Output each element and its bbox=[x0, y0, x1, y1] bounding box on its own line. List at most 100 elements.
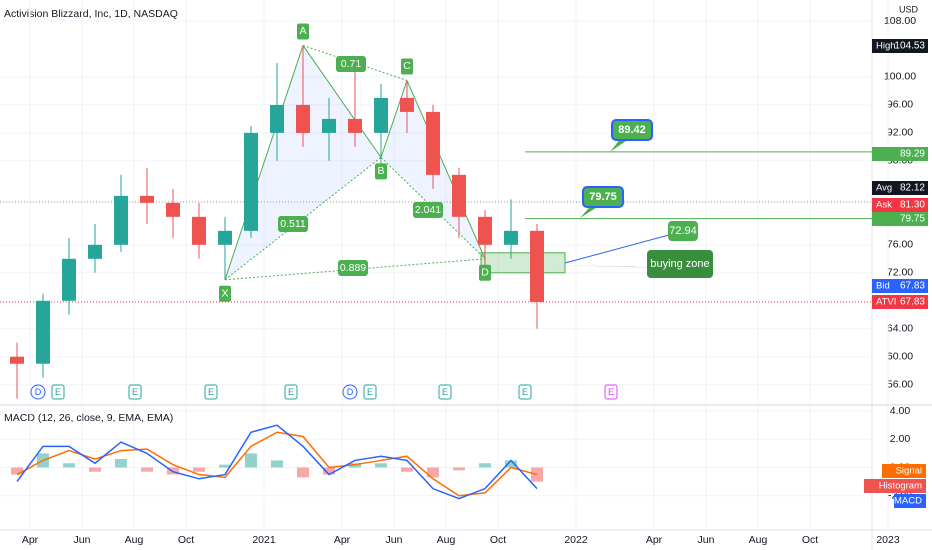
histogram-bar bbox=[375, 463, 387, 468]
candle-body bbox=[244, 132, 258, 231]
price-badge-value: 82.12 bbox=[900, 183, 925, 194]
ratio-badge bbox=[338, 260, 368, 276]
pattern-leg bbox=[380, 80, 408, 158]
event-marker bbox=[204, 384, 218, 400]
histogram-bar bbox=[453, 467, 465, 471]
x-tick-label: Aug bbox=[125, 534, 144, 546]
histogram-bar bbox=[219, 464, 231, 468]
event-marker bbox=[30, 384, 46, 400]
ratio-label: 0.889 bbox=[340, 262, 366, 274]
callout-label: buying zone bbox=[650, 258, 709, 270]
event-label: E bbox=[442, 387, 448, 397]
buying-zone bbox=[480, 252, 566, 274]
price-badge-value: 81.30 bbox=[900, 200, 925, 211]
pattern-leg bbox=[302, 45, 382, 158]
event-label: E bbox=[288, 387, 294, 397]
x-tick-label: 2021 bbox=[252, 534, 276, 546]
candle-body bbox=[348, 118, 362, 133]
histogram-bar bbox=[11, 467, 23, 475]
candle-body bbox=[218, 230, 232, 245]
x-tick-label: Oct bbox=[178, 534, 194, 546]
ratio-label: 0.71 bbox=[341, 58, 362, 70]
histogram-bar bbox=[89, 467, 101, 472]
price-badge bbox=[872, 147, 928, 161]
candle-body bbox=[452, 174, 466, 217]
event-marker bbox=[438, 384, 452, 400]
x-tick-label: Apr bbox=[22, 534, 39, 546]
histogram-bar bbox=[141, 467, 153, 472]
candle-body bbox=[400, 97, 414, 112]
x-tick-label: Jun bbox=[74, 534, 91, 546]
event-marker bbox=[128, 384, 142, 400]
pattern-point-badge bbox=[479, 264, 491, 281]
price-badge-label: ATVI bbox=[876, 297, 896, 308]
candle-body bbox=[478, 216, 492, 245]
histogram-bar bbox=[271, 460, 283, 468]
y-tick-label: 4.00 bbox=[890, 405, 911, 417]
price-badge-label: Ask bbox=[876, 200, 892, 211]
price-badge-value: 104.53 bbox=[894, 41, 925, 52]
x-tick-label: Oct bbox=[802, 534, 818, 546]
macd-legend-label: Histogram bbox=[879, 481, 922, 492]
y-tick-label: 108.00 bbox=[884, 15, 916, 27]
y-tick-label: 72.00 bbox=[887, 267, 913, 279]
callout-box bbox=[582, 186, 624, 208]
macd-legend-badge bbox=[882, 464, 926, 478]
candle-body bbox=[426, 111, 440, 175]
price-badge bbox=[872, 279, 928, 293]
histogram-bar bbox=[505, 460, 517, 468]
callout-label: 79.75 bbox=[589, 191, 617, 203]
candle-body bbox=[166, 202, 180, 217]
candle-body bbox=[374, 97, 388, 133]
pattern-point-badge bbox=[297, 23, 309, 40]
y-tick-label: 2.00 bbox=[890, 433, 911, 445]
event-label: E bbox=[55, 387, 61, 397]
ratio-badge bbox=[278, 216, 308, 232]
y-tick-label: 76.00 bbox=[887, 239, 913, 251]
macd-line bbox=[16, 424, 538, 500]
histogram-bar bbox=[193, 467, 205, 472]
candle-body bbox=[62, 258, 76, 301]
event-label: E bbox=[367, 387, 373, 397]
price-badge bbox=[872, 198, 928, 212]
macd-legend-label: Signal bbox=[896, 466, 922, 477]
histogram-bar bbox=[401, 467, 413, 472]
histogram-bar bbox=[245, 453, 257, 468]
histogram-bar bbox=[323, 467, 335, 475]
candle-body bbox=[36, 300, 50, 364]
price-badge-label: Avg bbox=[876, 183, 892, 194]
event-label: E bbox=[608, 387, 614, 397]
candle-body bbox=[114, 195, 128, 245]
event-marker bbox=[284, 384, 298, 400]
pattern-area bbox=[225, 45, 381, 280]
event-label: E bbox=[522, 387, 528, 397]
price-badge-label: High bbox=[876, 41, 896, 52]
macd-legend-badge bbox=[894, 494, 926, 508]
pattern-point-label: D bbox=[481, 267, 489, 279]
pattern-leg bbox=[406, 80, 486, 260]
callout-box bbox=[647, 250, 713, 278]
x-tick-label: 2022 bbox=[564, 534, 588, 546]
event-label: D bbox=[35, 387, 42, 397]
macd-legend-badge bbox=[864, 479, 926, 493]
ratio-label: 2.041 bbox=[415, 204, 441, 216]
candle-body bbox=[322, 118, 336, 133]
y-tick-label: 60.00 bbox=[887, 351, 913, 363]
callout-box bbox=[668, 221, 698, 241]
x-tick-label: Apr bbox=[646, 534, 663, 546]
event-label: E bbox=[208, 387, 214, 397]
pattern-point-label: C bbox=[403, 60, 411, 72]
histogram-bar bbox=[63, 463, 75, 468]
x-tick-label: 2023 bbox=[876, 534, 900, 546]
candle-body bbox=[10, 356, 24, 364]
pattern-point-label: B bbox=[377, 165, 384, 177]
pattern-point-badge bbox=[401, 58, 413, 75]
histogram-bar bbox=[479, 463, 491, 468]
histogram-bar bbox=[115, 459, 127, 468]
callout-pointer bbox=[564, 234, 670, 264]
x-tick-label: Apr bbox=[334, 534, 351, 546]
ratio-badge bbox=[413, 202, 443, 218]
price-badge-value: 67.83 bbox=[900, 297, 925, 308]
macd-legend-label: MACD bbox=[894, 496, 922, 507]
